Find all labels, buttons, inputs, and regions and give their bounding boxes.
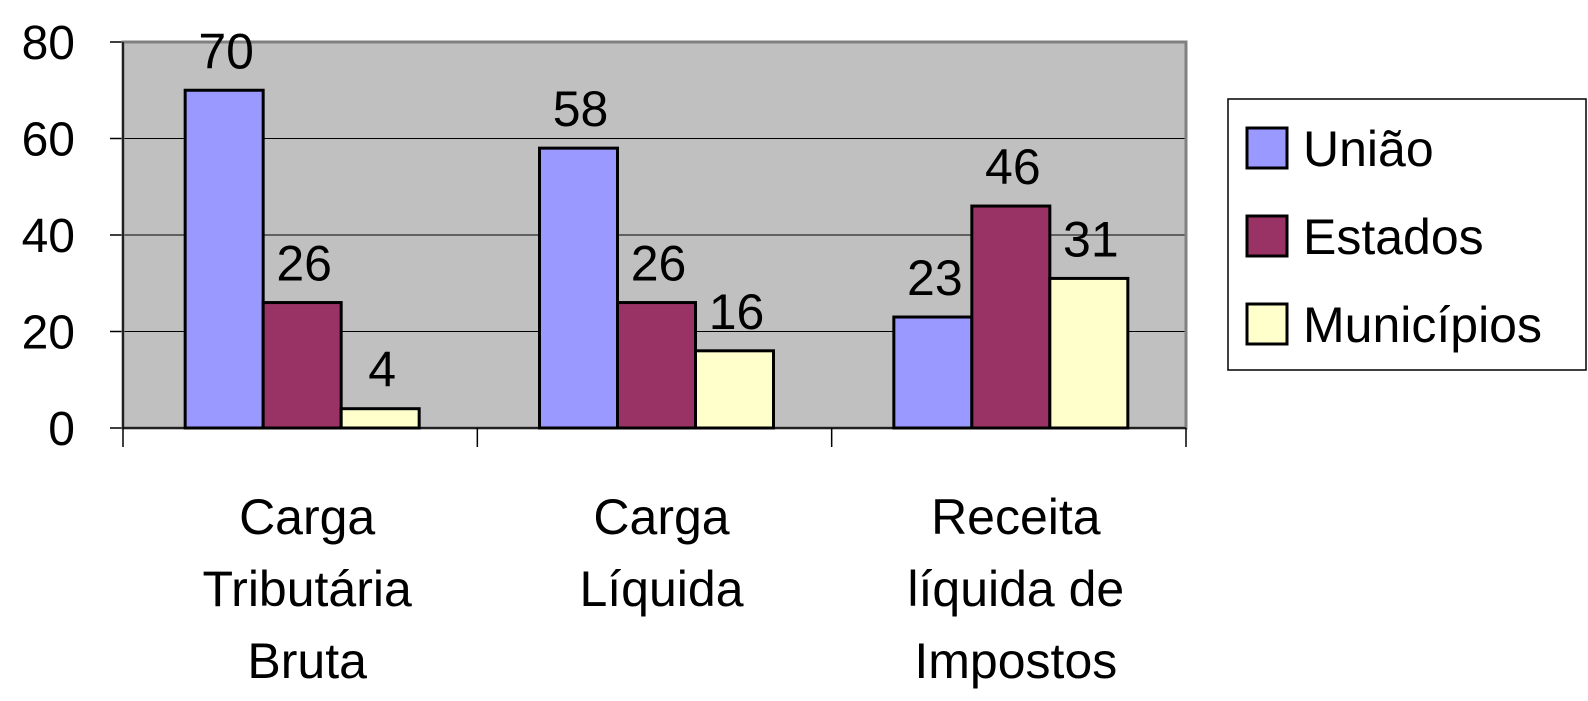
bar [694, 349, 775, 430]
x-tick-label: Carga Líquida [579, 489, 744, 617]
legend-swatch [1245, 214, 1289, 258]
data-label: 70 [198, 23, 254, 79]
data-label: 26 [631, 236, 687, 292]
bar [616, 301, 697, 430]
bar [339, 407, 421, 430]
legend-label: Estados [1303, 209, 1484, 265]
bar [183, 88, 265, 430]
y-tick-label: 80 [22, 17, 75, 70]
bar [538, 146, 619, 430]
data-label: 46 [985, 139, 1041, 195]
data-label: 26 [276, 236, 332, 292]
y-tick-label: 60 [22, 114, 75, 167]
y-tick-label: 20 [22, 307, 75, 360]
bar [261, 301, 343, 430]
bar [1048, 276, 1130, 430]
data-label: 31 [1063, 211, 1119, 267]
y-tick-label: 0 [48, 403, 75, 456]
legend-swatch [1245, 126, 1289, 170]
data-label: 4 [368, 342, 396, 398]
data-label: 23 [907, 250, 963, 306]
legend-label: União [1303, 121, 1434, 177]
data-label: 16 [709, 284, 765, 340]
data-label: 58 [553, 81, 609, 137]
bar [970, 204, 1052, 430]
legend-swatch [1245, 302, 1289, 346]
x-tick-label: Receita líquida de Impostos [907, 489, 1125, 689]
bar [892, 315, 974, 430]
legend-label: Municípios [1303, 297, 1542, 353]
x-tick-label: Carga Tributária Bruta [202, 489, 412, 689]
y-tick-label: 40 [22, 210, 75, 263]
